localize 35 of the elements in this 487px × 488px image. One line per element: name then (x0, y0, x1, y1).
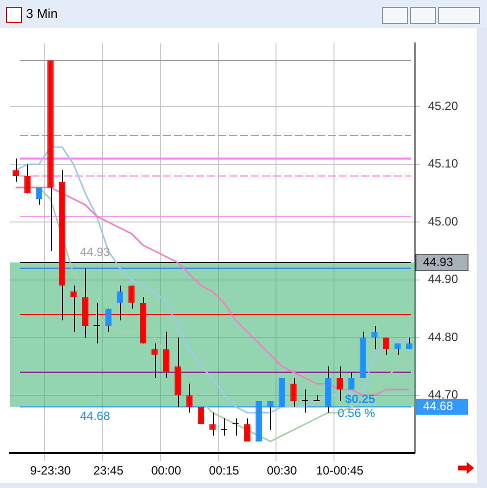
candlestick (24, 164, 31, 194)
y-tick-label: 44.90 (428, 272, 458, 286)
x-tick-label: 00:30 (266, 464, 298, 478)
annotation: 44.68 (80, 409, 110, 424)
x-tick-label: 9-23:30 (30, 464, 72, 478)
candlestick (186, 383, 193, 414)
candlestick (105, 308, 112, 332)
annotation: 44.93 (80, 244, 110, 259)
y-tick-label: 45.20 (428, 99, 458, 114)
y-tick-label: 44.80 (428, 330, 458, 344)
candlestick (151, 342, 158, 378)
annotation: $0.25 (344, 392, 376, 406)
candlestick (336, 366, 343, 402)
candlestick (290, 377, 297, 408)
ref-line-label: 44.93 (423, 254, 454, 269)
candlestick (163, 331, 170, 378)
candlestick (244, 418, 250, 442)
candlestick (209, 412, 216, 436)
x-tick-label: 00:15 (209, 464, 240, 478)
x-tick-label: 10-00:45 (316, 464, 364, 478)
ref-line-label: 44.68 (423, 399, 454, 414)
candlestick (302, 389, 308, 414)
candlestick (348, 372, 355, 390)
chart-title: 3 Min (26, 6, 58, 21)
annotation: 0.56 % (338, 406, 376, 420)
candlestick (128, 285, 135, 310)
y-tick-label: 45.00 (428, 214, 458, 228)
candlestick (36, 186, 42, 206)
candlestick (116, 285, 124, 321)
x-tick-label: 00:00 (151, 464, 182, 478)
y-tick-label: 45.10 (428, 156, 458, 171)
x-tick-label: 23:45 (93, 464, 124, 478)
y-tick-label: 44.70 (428, 388, 458, 402)
candlestick (12, 158, 19, 182)
candlestick (382, 337, 390, 356)
